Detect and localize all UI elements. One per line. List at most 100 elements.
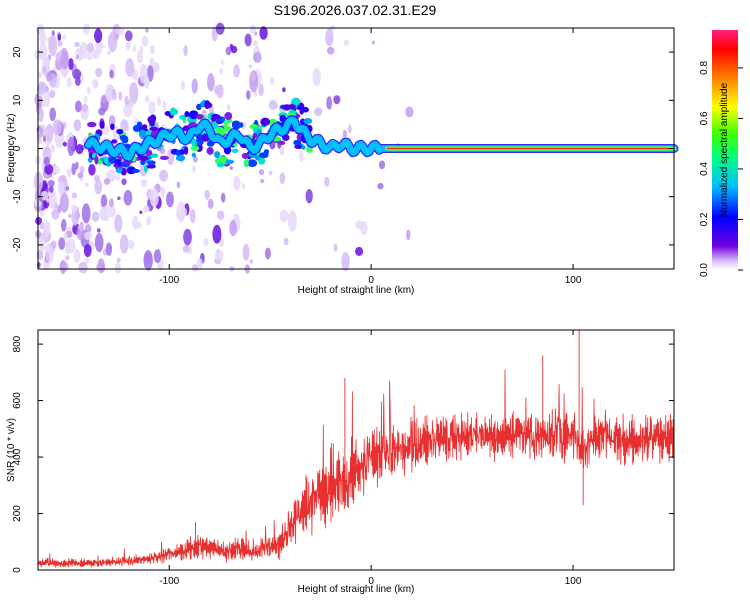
spectrogram-noise-blob <box>283 237 289 246</box>
spectrogram-ridge <box>84 115 679 162</box>
snr-y-tick-label: 400 <box>12 448 23 465</box>
spectrogram-noise-blob <box>71 162 77 176</box>
spectrogram-ridge-blob <box>211 115 217 122</box>
spectrogram-noise-blob <box>76 227 85 241</box>
spectrogram-y-tick-label: 0 <box>12 145 23 151</box>
spectrogram-ridge-blob <box>111 139 118 144</box>
spectrogram-noise-blob <box>217 210 225 221</box>
spectrogram-ridge-blob <box>91 152 97 159</box>
spectrogram-noise-blob <box>162 101 167 110</box>
spectrogram-ridge-blob <box>146 164 156 169</box>
spectrogram-noise-blob <box>326 96 333 110</box>
spectrogram-noise-blob <box>259 26 268 40</box>
spectrogram-noise-blob <box>109 206 116 218</box>
spectrogram-noise-blob <box>73 249 81 264</box>
spectrogram-noise-blob <box>95 67 103 78</box>
spectrogram-noise-blob <box>229 166 233 170</box>
spectrogram-noise-blob <box>94 179 103 195</box>
spectrogram-noise-blob <box>137 50 143 64</box>
spectrogram-noise-blob <box>233 64 240 78</box>
spectrogram-noise-blob <box>81 103 89 113</box>
spectrogram-ridge-blob <box>214 126 225 136</box>
spectrogram-noise-blob <box>35 216 43 225</box>
spectrogram-noise-blob <box>37 70 43 79</box>
spectrogram-noise-blob <box>45 123 54 142</box>
spectrogram-noise-blob <box>93 174 101 183</box>
spectrogram-noise-blob <box>121 178 127 186</box>
spectrogram-noise-blob <box>86 42 95 54</box>
spectrogram-ridge-blob <box>231 120 242 130</box>
spectrogram-ridge-blob <box>188 110 199 120</box>
spectrogram-noise-blob <box>248 64 252 68</box>
spectrogram-ridge-blob <box>103 156 109 165</box>
spectrogram-noise-blob <box>342 129 348 139</box>
spectrogram-noise-blob <box>333 243 338 252</box>
snr-frame <box>37 329 675 571</box>
spectrogram-ridge-blob <box>94 155 99 165</box>
spectrogram-noise-blob <box>100 194 108 209</box>
spectrogram-noise-blob <box>253 91 258 98</box>
spectrogram-noise-blob <box>81 203 91 224</box>
spectrogram-noise-blob <box>333 95 341 105</box>
spectrogram-noise-blob <box>149 44 155 55</box>
spectrogram-noise-blob <box>203 237 209 246</box>
spectrogram-noise-blob <box>406 229 411 241</box>
spectrogram-ridge-blob <box>132 124 141 132</box>
snr-y-ticks: 0 200 400 600 800 <box>12 335 674 573</box>
spectrogram-noise-blob <box>50 144 55 153</box>
spectrogram-noise-blob <box>180 80 186 91</box>
spectrogram-noise-blob <box>99 206 107 221</box>
spectrogram-noise-blob <box>299 150 304 162</box>
spectrogram-noise-blob <box>166 191 174 208</box>
spectrogram-ridge-blob <box>136 121 143 127</box>
spectrogram-noise-blob <box>176 201 186 222</box>
spectrogram-ridge-blob <box>159 155 169 160</box>
spectrogram-noise-blob <box>48 35 58 57</box>
spectrogram-noise-blob <box>49 89 56 99</box>
spectrogram-noise-blob <box>326 46 335 55</box>
spectrogram-ridge-blob <box>184 110 190 118</box>
spectrogram-noise-blob <box>42 134 46 142</box>
spectrogram-noise-blob <box>78 261 88 274</box>
snr-y-tick-label: 800 <box>12 335 23 352</box>
spectrogram-noise-blob <box>83 231 93 241</box>
spectrogram-noise-blob <box>73 119 82 132</box>
spectrogram-noise-blob <box>79 42 88 60</box>
spectrogram-noise-blob <box>65 255 70 261</box>
spectrogram-ridge-blob <box>306 146 313 153</box>
spectrogram-noise-blob <box>109 198 114 209</box>
spectrogram-noise-blob <box>282 87 286 93</box>
spectrogram-noise-blob <box>347 124 352 134</box>
spectrogram-y-tick-label: 10 <box>12 94 23 106</box>
spectrogram-noise-blob <box>229 219 237 237</box>
colorbar-tick-label: 0.8 <box>699 61 710 75</box>
spectrogram-noise-blob <box>100 94 108 104</box>
spectrogram-noise-blob <box>47 179 55 187</box>
spectrogram-noise-blob <box>96 228 101 233</box>
spectrogram-noise-blob <box>289 213 293 219</box>
spectrogram-noise-blob <box>57 33 62 41</box>
spectrogram-noise-blob <box>127 239 135 250</box>
spectrogram-noise-blob <box>124 30 133 42</box>
spectrogram-ridge-blob <box>299 109 304 115</box>
spectrogram-noise-blob <box>260 178 265 184</box>
spectrogram-noise-blob <box>225 46 232 56</box>
spectrogram-noise-blob <box>83 243 92 258</box>
spectrogram-noise-blob <box>124 95 129 106</box>
colorbar: 0.0 0.2 0.4 0.6 0.8 Normalized spectral ampl… <box>699 30 743 277</box>
spectrogram-noise-blob <box>71 204 77 212</box>
spectrogram-noise-blob <box>54 202 58 210</box>
spectrogram-noise-blob <box>48 185 54 193</box>
spectrogram-ridge-blob <box>138 155 149 161</box>
spectrogram-noise-blob <box>206 73 215 92</box>
spectrogram-noise-blob <box>39 29 47 46</box>
spectrogram-noise-blob <box>71 192 78 199</box>
spectrogram-noise-blob <box>59 192 69 213</box>
spectrogram-noise-blob <box>42 66 47 74</box>
spectrogram-noise-blob <box>63 233 68 242</box>
spectrogram-x-tick-label: -100 <box>159 275 179 286</box>
spectrogram-ridge-blob <box>216 162 225 168</box>
spectrogram-noise-blob <box>34 49 44 60</box>
spectrogram-noise-blob <box>268 170 273 176</box>
spectrogram-noise-blob <box>287 210 297 232</box>
